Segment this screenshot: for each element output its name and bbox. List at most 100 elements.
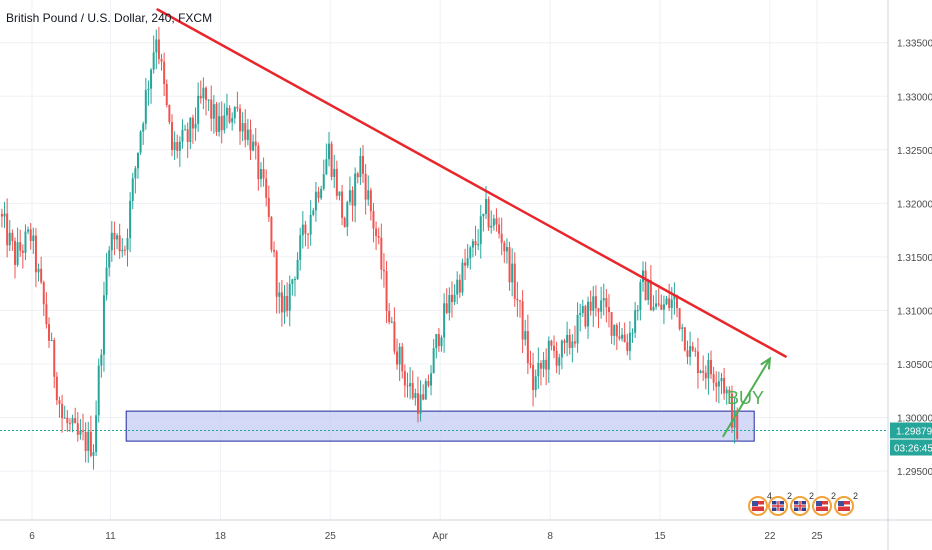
candle-down — [304, 224, 307, 234]
us-flag-icon[interactable]: 2 — [812, 491, 836, 516]
candle-down — [186, 129, 189, 142]
candle-up — [296, 259, 299, 280]
x-tick-label: 15 — [654, 531, 666, 542]
candle-down — [529, 363, 532, 365]
candle-up — [419, 394, 422, 414]
candle-down — [450, 294, 453, 302]
candle-up — [97, 365, 100, 416]
candle-up — [27, 229, 30, 232]
candle-up — [414, 393, 417, 399]
candle-up — [178, 141, 181, 151]
candle-up — [108, 250, 111, 268]
candle-down — [696, 351, 699, 373]
candle-down — [239, 108, 242, 132]
candle-up — [207, 99, 210, 101]
candle-up — [327, 143, 330, 160]
candle-up — [652, 306, 655, 311]
candle-up — [524, 331, 527, 340]
candle-up — [194, 123, 197, 129]
candle-down — [307, 233, 310, 235]
candle-down — [286, 295, 289, 311]
candle-down — [369, 190, 372, 212]
x-tick-label: 8 — [547, 531, 553, 542]
candle-up — [409, 383, 412, 387]
candle-up — [390, 321, 393, 323]
candle-down — [702, 370, 705, 373]
candle-up — [110, 232, 113, 251]
candle-up — [129, 200, 132, 238]
candle-up — [720, 377, 723, 382]
candle-up — [147, 88, 150, 90]
candle-up — [218, 116, 221, 132]
candle-up — [87, 431, 90, 451]
candle-down — [605, 298, 608, 308]
candle-down — [393, 321, 396, 352]
candle-up — [278, 292, 281, 297]
candle-down — [6, 213, 9, 246]
candle-down — [273, 249, 276, 252]
candle-down — [715, 382, 718, 387]
uk-flag-icon[interactable]: 2 — [790, 491, 814, 516]
candle-down — [610, 312, 613, 336]
candle-down — [516, 298, 519, 301]
candle-up — [144, 89, 147, 124]
candle-down — [168, 105, 171, 123]
candle-up — [542, 359, 545, 369]
candle-down — [532, 364, 535, 391]
candle-up — [299, 235, 302, 260]
candle-down — [163, 61, 166, 85]
candle-up — [136, 152, 139, 169]
candle-up — [456, 279, 459, 295]
candle-down — [678, 308, 681, 329]
us-flag-icon[interactable]: 2 — [834, 491, 858, 516]
x-tick-label: 18 — [215, 531, 227, 542]
candle-up — [505, 247, 508, 252]
candle-down — [0, 214, 3, 217]
candle-up — [571, 341, 574, 348]
candle-up — [134, 168, 137, 179]
candle-up — [197, 95, 200, 124]
candle-down — [568, 334, 571, 348]
candle-down — [411, 383, 414, 399]
candle-up — [639, 281, 642, 311]
candle-up — [121, 249, 124, 252]
candle-down — [526, 331, 529, 364]
candle-down — [563, 340, 566, 343]
candle-down — [691, 346, 694, 351]
candle-up — [453, 294, 456, 302]
candle-down — [257, 145, 260, 180]
candle-up — [534, 376, 537, 391]
event-badges[interactable]: 4 2 2 2 2 — [748, 491, 858, 516]
candle-down — [377, 235, 380, 238]
candle-down — [165, 84, 168, 106]
candle-down — [210, 99, 213, 119]
candle-up — [152, 52, 155, 70]
candle-down — [76, 423, 79, 435]
candle-down — [683, 327, 686, 351]
us-flag-icon[interactable]: 4 — [748, 491, 772, 516]
candle-down — [53, 339, 56, 377]
candle-down — [513, 263, 516, 299]
candle-down — [382, 269, 385, 272]
candle-down — [437, 334, 440, 347]
candle-up — [579, 313, 582, 315]
candle-up — [354, 173, 357, 206]
candle-down — [728, 389, 731, 394]
candle-up — [547, 340, 550, 370]
y-tick-label: 1.29500 — [897, 467, 932, 478]
candle-up — [142, 123, 145, 132]
candle-up — [24, 231, 27, 253]
candle-up — [560, 340, 563, 358]
candle-down — [267, 197, 270, 217]
candle-up — [346, 202, 349, 227]
uk-flag-icon[interactable]: 2 — [768, 491, 792, 516]
candle-down — [649, 280, 652, 311]
candle-down — [341, 191, 344, 218]
candle-down — [265, 178, 268, 198]
candle-down — [597, 308, 600, 312]
candle-up — [479, 216, 482, 244]
y-tick-label: 1.31000 — [897, 306, 932, 317]
candle-down — [45, 304, 48, 325]
candle-down — [335, 168, 338, 196]
candle-up — [105, 267, 108, 296]
